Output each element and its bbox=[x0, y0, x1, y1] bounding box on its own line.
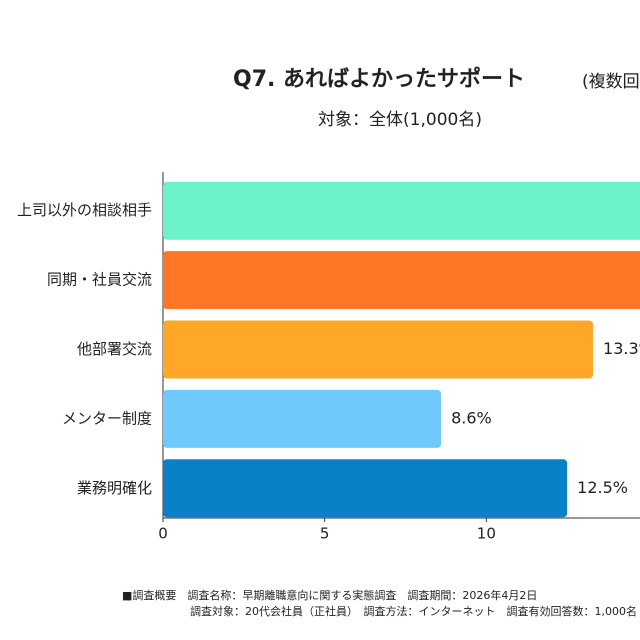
chart-subtitle: 対象：全体(1,000名) bbox=[318, 110, 482, 130]
y-tick-label: 他部署交流 bbox=[77, 340, 152, 358]
chart-title: Q7. あればよかったサポート bbox=[233, 66, 525, 92]
footer-line: 調査対象：20代会社員（正社員） 調査方法：インターネット 調査有効回答数：1,… bbox=[190, 604, 637, 618]
x-tick-label: 5 bbox=[320, 525, 330, 543]
value-label: 8.6% bbox=[451, 408, 492, 427]
bar bbox=[163, 320, 594, 379]
y-tick-label: 同期・社員交流 bbox=[47, 271, 152, 289]
y-tick-label: メンター制度 bbox=[62, 409, 152, 427]
footer-line: ■調査概要 調査名称：早期離職意向に関する実態調査 調査期間：2026年4月2日 bbox=[122, 588, 537, 602]
value-label: 12.5% bbox=[577, 478, 628, 497]
bar bbox=[163, 251, 640, 310]
x-tick-label: 15 bbox=[638, 525, 640, 543]
bar bbox=[163, 389, 442, 448]
bar bbox=[163, 181, 640, 240]
title-note: (複数回答) bbox=[582, 72, 640, 92]
x-tick-label: 10 bbox=[477, 525, 496, 543]
y-tick-label: 上司以外の相談相手 bbox=[17, 201, 152, 219]
x-tick-label: 0 bbox=[158, 525, 168, 543]
y-tick-label: 業務明確化 bbox=[77, 479, 152, 497]
bar bbox=[163, 459, 568, 518]
value-label: 13.3% bbox=[603, 339, 640, 358]
